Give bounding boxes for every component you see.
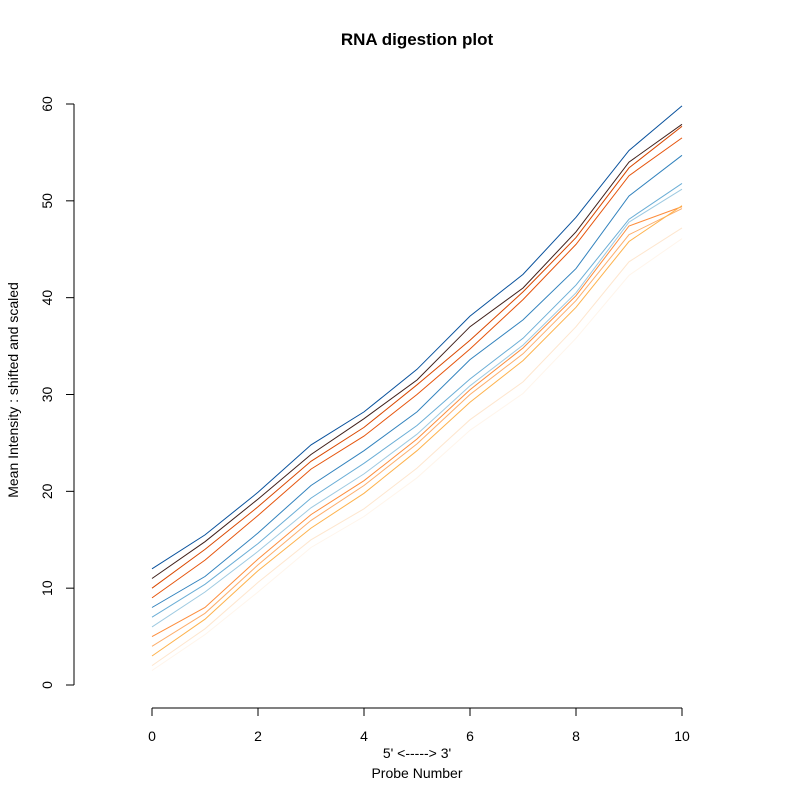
series-line-10 <box>151 205 683 657</box>
series-line-12 <box>151 238 683 671</box>
y-tick-label: 20 <box>39 483 55 499</box>
series-line-5 <box>151 154 683 608</box>
x-axis-label-direction: 5' <-----> 3' <box>383 745 451 761</box>
series-line-3 <box>151 125 683 589</box>
x-tick-label: 10 <box>674 728 690 744</box>
y-tick-label: 10 <box>39 580 55 596</box>
series-line-1 <box>151 105 683 570</box>
x-tick-label: 8 <box>572 728 580 744</box>
x-axis: 0 2 4 6 8 10 <box>148 707 690 744</box>
y-tick-label: 0 <box>39 681 55 689</box>
x-tick-label: 2 <box>254 728 262 744</box>
y-axis: 0 10 20 30 40 50 60 <box>39 96 75 689</box>
x-axis-label: Probe Number <box>371 765 462 781</box>
series-line-8 <box>151 206 683 638</box>
y-tick-label: 60 <box>39 96 55 112</box>
x-tick-label: 4 <box>360 728 368 744</box>
series-lines <box>151 105 683 671</box>
y-axis-label: Mean Intensity : shifted and scaled <box>5 282 21 498</box>
y-tick-label: 50 <box>39 193 55 209</box>
y-tick-label: 40 <box>39 290 55 306</box>
series-line-6 <box>151 182 683 618</box>
series-line-9 <box>151 208 683 647</box>
x-tick-label: 6 <box>466 728 474 744</box>
x-tick-label: 0 <box>148 728 156 744</box>
y-tick-label: 30 <box>39 387 55 403</box>
series-line-11 <box>151 227 683 667</box>
chart-title: RNA digestion plot <box>341 30 494 49</box>
series-line-7 <box>151 188 683 628</box>
series-line-4 <box>151 137 683 599</box>
series-line-2 <box>151 123 683 579</box>
